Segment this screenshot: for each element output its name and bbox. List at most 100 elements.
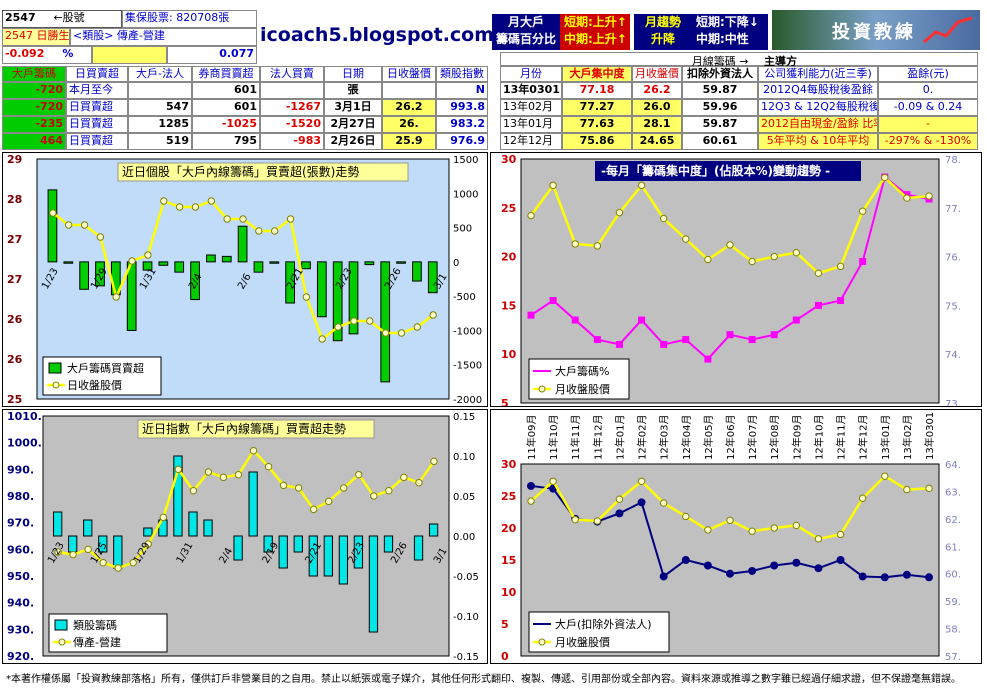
right-tick-label: 75.	[945, 301, 961, 312]
bar	[83, 519, 93, 537]
price-point	[350, 317, 358, 325]
price-point	[370, 492, 378, 500]
bar	[173, 455, 183, 537]
series-point	[660, 340, 668, 348]
blank-yellow	[92, 46, 167, 64]
x-tick-label: 11年10月	[547, 415, 560, 460]
chart-panel-daily-index: 1010. 1000. 990. 980. 970. 960. 950. 940. 930. 92…	[2, 409, 488, 664]
table-cell: N	[436, 82, 488, 99]
right-tick-label: -1000	[453, 326, 482, 337]
table-cell: 13年02月	[500, 99, 562, 116]
bar	[95, 261, 105, 287]
table-cell: 日買賣超	[66, 116, 128, 133]
price-point	[659, 499, 668, 507]
price-point	[204, 468, 213, 476]
x-tick-label: 12年05月	[702, 415, 715, 460]
legend-label: 大戶籌碼%	[555, 364, 609, 378]
left-tick-label: 26	[7, 353, 23, 366]
left-tick-label: 920.	[7, 650, 34, 663]
table-header-cell: 日期	[324, 66, 382, 82]
bar	[206, 254, 216, 263]
bar	[79, 261, 89, 290]
price-point	[340, 484, 348, 492]
series-point	[858, 572, 867, 581]
series-point	[527, 311, 535, 319]
right-tick-label: 0.05	[453, 492, 475, 503]
stock-code-value: 2547	[5, 11, 36, 24]
price-point	[792, 248, 801, 257]
table-cell	[128, 82, 192, 99]
price-point	[112, 293, 120, 301]
price-point	[270, 227, 279, 235]
x-tick-label: 13年0301	[923, 412, 936, 460]
series-point	[571, 316, 579, 324]
bar	[203, 519, 213, 537]
title-box	[137, 419, 375, 439]
price-point	[836, 530, 845, 539]
right-tick-label: 58.	[945, 625, 961, 636]
left-tick-label: 28	[7, 193, 22, 206]
price-point	[903, 194, 911, 202]
series-point	[902, 570, 911, 579]
price-point	[223, 215, 231, 223]
price-point	[334, 323, 342, 331]
right-tick-label: 64.	[945, 460, 961, 471]
series-point	[703, 561, 712, 570]
legend-point-swatch	[52, 381, 60, 389]
x-tick-label: 12年03月	[658, 415, 671, 460]
right-tick-label: 60.	[945, 570, 961, 581]
site-title[interactable]: icoach5.blogspot.com	[260, 24, 495, 46]
table-cell: 25.9	[382, 133, 436, 150]
price-point	[294, 484, 303, 492]
x-tick-label: 11年11月	[569, 415, 582, 460]
monthly-line-row: 月線籌碼 → 主導方	[500, 52, 978, 68]
legend-box	[42, 356, 162, 396]
table-cell: 日買賣超	[66, 133, 128, 150]
series-point	[814, 564, 823, 573]
price-point	[571, 240, 579, 248]
left-tick-label: 940.	[7, 597, 34, 610]
price-point	[682, 512, 690, 521]
price-point	[144, 540, 152, 548]
price-point	[189, 486, 198, 495]
price-point	[903, 485, 911, 494]
bar	[413, 535, 424, 561]
box-short-mid-2: 短期:下降↓ 中期:中性	[692, 14, 768, 50]
table-cell: 59.87	[682, 116, 758, 133]
right-tick-label: -1500	[453, 361, 482, 372]
price-point	[355, 470, 363, 479]
right-tick-label: 0.15	[453, 412, 475, 423]
bar	[237, 225, 248, 263]
series-point	[659, 572, 668, 581]
left-tick-label: 970.	[7, 517, 34, 530]
legend-box	[528, 358, 630, 400]
bar	[368, 535, 379, 633]
chart-panel-monthly-holders: 30 25 20 15 10 5 0 64. 63. 62. 61. 60. 59. 58. 57. 11年0…	[490, 409, 982, 664]
price-point	[748, 527, 756, 535]
bar	[68, 535, 78, 553]
bar	[338, 535, 349, 585]
bar	[158, 261, 169, 266]
stock-code[interactable]: 2547 ←股號	[2, 10, 122, 28]
table-cell: 983.2	[436, 116, 488, 133]
price-point	[249, 446, 258, 455]
table-cell: 60.61	[682, 133, 758, 150]
legend-box	[48, 613, 168, 653]
table-cell: -720	[2, 99, 66, 116]
price-point	[770, 252, 778, 261]
price-point	[114, 564, 122, 572]
table-cell: -	[878, 116, 978, 133]
left-tick-label: 5	[501, 397, 509, 406]
right-tick-label: 1500	[453, 155, 478, 166]
table-cell: 26.2	[382, 99, 436, 116]
left-tick-label: 25	[501, 490, 516, 503]
price-point	[99, 558, 107, 567]
right-tick-label: -0.05	[453, 572, 479, 583]
series-point	[726, 569, 734, 578]
footer-disclaimer: *本著作權係屬「投資教練部落格」所有，僅供訂戶非營業目的之自用。禁止以紙張或電子…	[6, 674, 961, 685]
price-point	[726, 516, 734, 525]
price-point	[925, 484, 933, 493]
x-tick-label: 12年12月	[857, 415, 870, 460]
table-cell: 2012Q4每股稅後盈餘	[758, 82, 878, 99]
price-point	[96, 233, 105, 241]
